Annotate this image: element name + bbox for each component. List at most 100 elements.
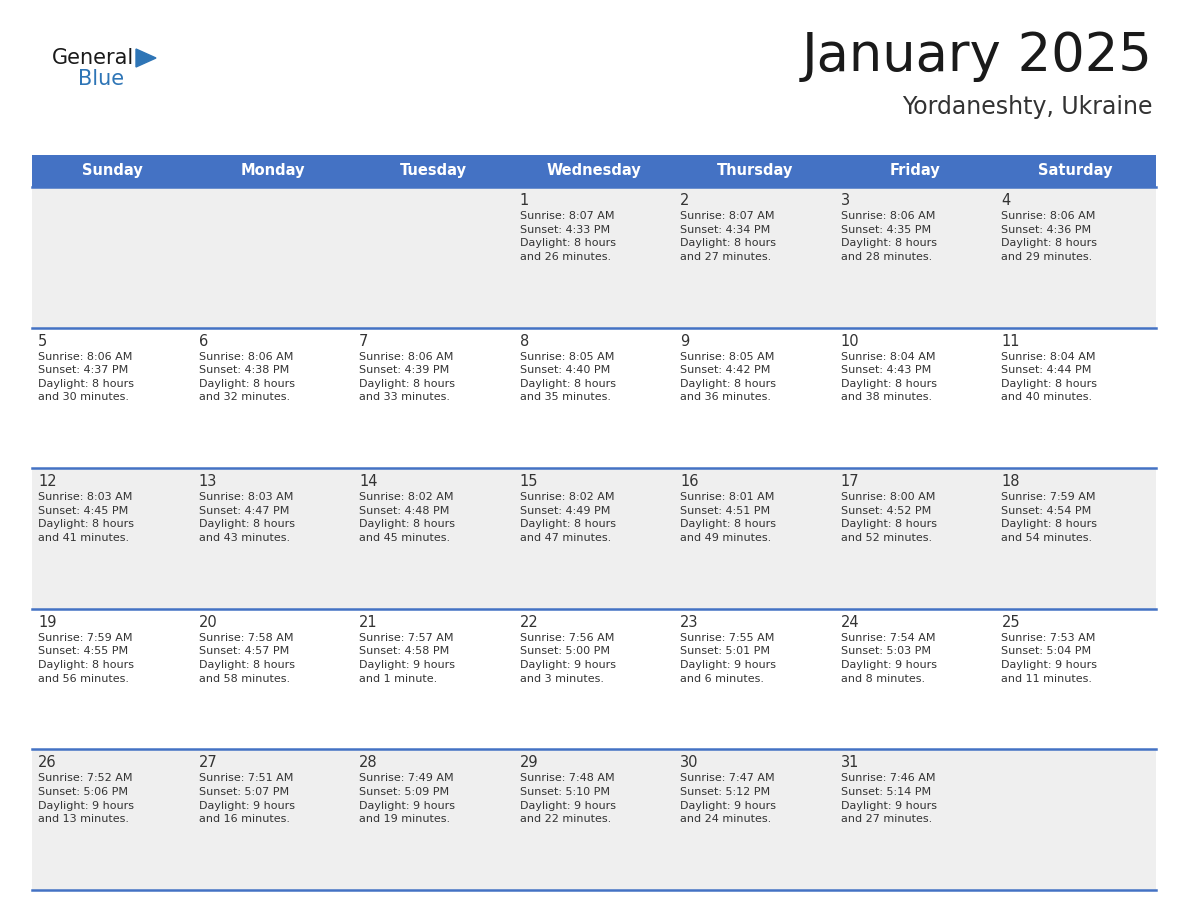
Text: Sunrise: 8:05 AM
Sunset: 4:40 PM
Daylight: 8 hours
and 35 minutes.: Sunrise: 8:05 AM Sunset: 4:40 PM Dayligh… xyxy=(519,352,615,402)
Bar xyxy=(513,609,675,749)
Text: 10: 10 xyxy=(841,333,859,349)
Text: Sunrise: 7:46 AM
Sunset: 5:14 PM
Daylight: 9 hours
and 27 minutes.: Sunrise: 7:46 AM Sunset: 5:14 PM Dayligh… xyxy=(841,773,937,824)
Bar xyxy=(513,749,675,890)
Text: Blue: Blue xyxy=(78,69,124,89)
Text: 15: 15 xyxy=(519,475,538,489)
Text: 7: 7 xyxy=(359,333,368,349)
Bar xyxy=(513,187,675,328)
Text: 8: 8 xyxy=(519,333,529,349)
Text: Sunrise: 7:51 AM
Sunset: 5:07 PM
Daylight: 9 hours
and 16 minutes.: Sunrise: 7:51 AM Sunset: 5:07 PM Dayligh… xyxy=(198,773,295,824)
Bar xyxy=(675,155,835,187)
Polygon shape xyxy=(135,49,156,67)
Text: 12: 12 xyxy=(38,475,57,489)
Text: Sunrise: 8:06 AM
Sunset: 4:38 PM
Daylight: 8 hours
and 32 minutes.: Sunrise: 8:06 AM Sunset: 4:38 PM Dayligh… xyxy=(198,352,295,402)
Bar xyxy=(353,328,513,468)
Text: 3: 3 xyxy=(841,193,849,208)
Text: Sunrise: 7:57 AM
Sunset: 4:58 PM
Daylight: 9 hours
and 1 minute.: Sunrise: 7:57 AM Sunset: 4:58 PM Dayligh… xyxy=(359,633,455,684)
Bar xyxy=(513,155,675,187)
Bar xyxy=(353,187,513,328)
Text: 27: 27 xyxy=(198,756,217,770)
Bar xyxy=(513,468,675,609)
Text: Sunrise: 8:03 AM
Sunset: 4:47 PM
Daylight: 8 hours
and 43 minutes.: Sunrise: 8:03 AM Sunset: 4:47 PM Dayligh… xyxy=(198,492,295,543)
Bar xyxy=(675,187,835,328)
Bar xyxy=(675,609,835,749)
Text: Sunrise: 8:06 AM
Sunset: 4:39 PM
Daylight: 8 hours
and 33 minutes.: Sunrise: 8:06 AM Sunset: 4:39 PM Dayligh… xyxy=(359,352,455,402)
Text: 5: 5 xyxy=(38,333,48,349)
Text: 31: 31 xyxy=(841,756,859,770)
Text: 11: 11 xyxy=(1001,333,1020,349)
Bar xyxy=(192,468,353,609)
Text: 23: 23 xyxy=(681,615,699,630)
Text: January 2025: January 2025 xyxy=(802,30,1154,82)
Text: 20: 20 xyxy=(198,615,217,630)
Bar xyxy=(996,328,1156,468)
Text: 2: 2 xyxy=(681,193,690,208)
Bar xyxy=(996,187,1156,328)
Text: Sunrise: 8:03 AM
Sunset: 4:45 PM
Daylight: 8 hours
and 41 minutes.: Sunrise: 8:03 AM Sunset: 4:45 PM Dayligh… xyxy=(38,492,134,543)
Bar xyxy=(996,468,1156,609)
Text: Wednesday: Wednesday xyxy=(546,163,642,178)
Text: 4: 4 xyxy=(1001,193,1011,208)
Text: Sunrise: 8:02 AM
Sunset: 4:48 PM
Daylight: 8 hours
and 45 minutes.: Sunrise: 8:02 AM Sunset: 4:48 PM Dayligh… xyxy=(359,492,455,543)
Text: 26: 26 xyxy=(38,756,57,770)
Bar xyxy=(192,155,353,187)
Bar xyxy=(32,155,192,187)
Bar xyxy=(675,328,835,468)
Text: Friday: Friday xyxy=(890,163,941,178)
Bar xyxy=(835,155,996,187)
Text: Sunrise: 8:07 AM
Sunset: 4:33 PM
Daylight: 8 hours
and 26 minutes.: Sunrise: 8:07 AM Sunset: 4:33 PM Dayligh… xyxy=(519,211,615,262)
Bar xyxy=(192,187,353,328)
Text: 1: 1 xyxy=(519,193,529,208)
Bar xyxy=(353,468,513,609)
Text: Sunrise: 7:55 AM
Sunset: 5:01 PM
Daylight: 9 hours
and 6 minutes.: Sunrise: 7:55 AM Sunset: 5:01 PM Dayligh… xyxy=(681,633,776,684)
Text: Sunrise: 7:56 AM
Sunset: 5:00 PM
Daylight: 9 hours
and 3 minutes.: Sunrise: 7:56 AM Sunset: 5:00 PM Dayligh… xyxy=(519,633,615,684)
Text: Sunrise: 7:47 AM
Sunset: 5:12 PM
Daylight: 9 hours
and 24 minutes.: Sunrise: 7:47 AM Sunset: 5:12 PM Dayligh… xyxy=(681,773,776,824)
Bar xyxy=(32,609,192,749)
Text: Sunrise: 8:04 AM
Sunset: 4:44 PM
Daylight: 8 hours
and 40 minutes.: Sunrise: 8:04 AM Sunset: 4:44 PM Dayligh… xyxy=(1001,352,1098,402)
Text: Sunrise: 8:05 AM
Sunset: 4:42 PM
Daylight: 8 hours
and 36 minutes.: Sunrise: 8:05 AM Sunset: 4:42 PM Dayligh… xyxy=(681,352,776,402)
Text: Sunrise: 8:02 AM
Sunset: 4:49 PM
Daylight: 8 hours
and 47 minutes.: Sunrise: 8:02 AM Sunset: 4:49 PM Dayligh… xyxy=(519,492,615,543)
Text: Sunrise: 8:07 AM
Sunset: 4:34 PM
Daylight: 8 hours
and 27 minutes.: Sunrise: 8:07 AM Sunset: 4:34 PM Dayligh… xyxy=(681,211,776,262)
Bar xyxy=(32,328,192,468)
Text: Tuesday: Tuesday xyxy=(400,163,467,178)
Bar xyxy=(192,609,353,749)
Bar xyxy=(835,187,996,328)
Bar xyxy=(996,155,1156,187)
Bar xyxy=(835,749,996,890)
Text: 25: 25 xyxy=(1001,615,1020,630)
Bar xyxy=(835,328,996,468)
Text: 9: 9 xyxy=(681,333,689,349)
Text: 16: 16 xyxy=(681,475,699,489)
Bar xyxy=(353,609,513,749)
Text: Sunrise: 8:06 AM
Sunset: 4:35 PM
Daylight: 8 hours
and 28 minutes.: Sunrise: 8:06 AM Sunset: 4:35 PM Dayligh… xyxy=(841,211,937,262)
Text: Thursday: Thursday xyxy=(716,163,792,178)
Text: 19: 19 xyxy=(38,615,57,630)
Text: 24: 24 xyxy=(841,615,859,630)
Text: Sunrise: 8:06 AM
Sunset: 4:36 PM
Daylight: 8 hours
and 29 minutes.: Sunrise: 8:06 AM Sunset: 4:36 PM Dayligh… xyxy=(1001,211,1098,262)
Bar xyxy=(192,328,353,468)
Text: Sunrise: 8:04 AM
Sunset: 4:43 PM
Daylight: 8 hours
and 38 minutes.: Sunrise: 8:04 AM Sunset: 4:43 PM Dayligh… xyxy=(841,352,937,402)
Bar xyxy=(835,609,996,749)
Bar xyxy=(353,749,513,890)
Bar xyxy=(32,468,192,609)
Text: Sunrise: 8:00 AM
Sunset: 4:52 PM
Daylight: 8 hours
and 52 minutes.: Sunrise: 8:00 AM Sunset: 4:52 PM Dayligh… xyxy=(841,492,937,543)
Bar xyxy=(996,749,1156,890)
Bar xyxy=(513,328,675,468)
Text: 18: 18 xyxy=(1001,475,1020,489)
Text: Sunrise: 7:52 AM
Sunset: 5:06 PM
Daylight: 9 hours
and 13 minutes.: Sunrise: 7:52 AM Sunset: 5:06 PM Dayligh… xyxy=(38,773,134,824)
Text: Sunrise: 7:49 AM
Sunset: 5:09 PM
Daylight: 9 hours
and 19 minutes.: Sunrise: 7:49 AM Sunset: 5:09 PM Dayligh… xyxy=(359,773,455,824)
Text: Sunrise: 7:59 AM
Sunset: 4:54 PM
Daylight: 8 hours
and 54 minutes.: Sunrise: 7:59 AM Sunset: 4:54 PM Dayligh… xyxy=(1001,492,1098,543)
Text: 30: 30 xyxy=(681,756,699,770)
Bar xyxy=(32,749,192,890)
Text: 6: 6 xyxy=(198,333,208,349)
Text: Yordaneshty, Ukraine: Yordaneshty, Ukraine xyxy=(903,95,1154,119)
Text: Sunrise: 7:59 AM
Sunset: 4:55 PM
Daylight: 8 hours
and 56 minutes.: Sunrise: 7:59 AM Sunset: 4:55 PM Dayligh… xyxy=(38,633,134,684)
Text: Saturday: Saturday xyxy=(1038,163,1113,178)
Text: Sunrise: 7:54 AM
Sunset: 5:03 PM
Daylight: 9 hours
and 8 minutes.: Sunrise: 7:54 AM Sunset: 5:03 PM Dayligh… xyxy=(841,633,937,684)
Text: 21: 21 xyxy=(359,615,378,630)
Text: Sunrise: 7:53 AM
Sunset: 5:04 PM
Daylight: 9 hours
and 11 minutes.: Sunrise: 7:53 AM Sunset: 5:04 PM Dayligh… xyxy=(1001,633,1098,684)
Text: Sunrise: 7:48 AM
Sunset: 5:10 PM
Daylight: 9 hours
and 22 minutes.: Sunrise: 7:48 AM Sunset: 5:10 PM Dayligh… xyxy=(519,773,615,824)
Bar xyxy=(353,155,513,187)
Bar xyxy=(835,468,996,609)
Text: 17: 17 xyxy=(841,475,859,489)
